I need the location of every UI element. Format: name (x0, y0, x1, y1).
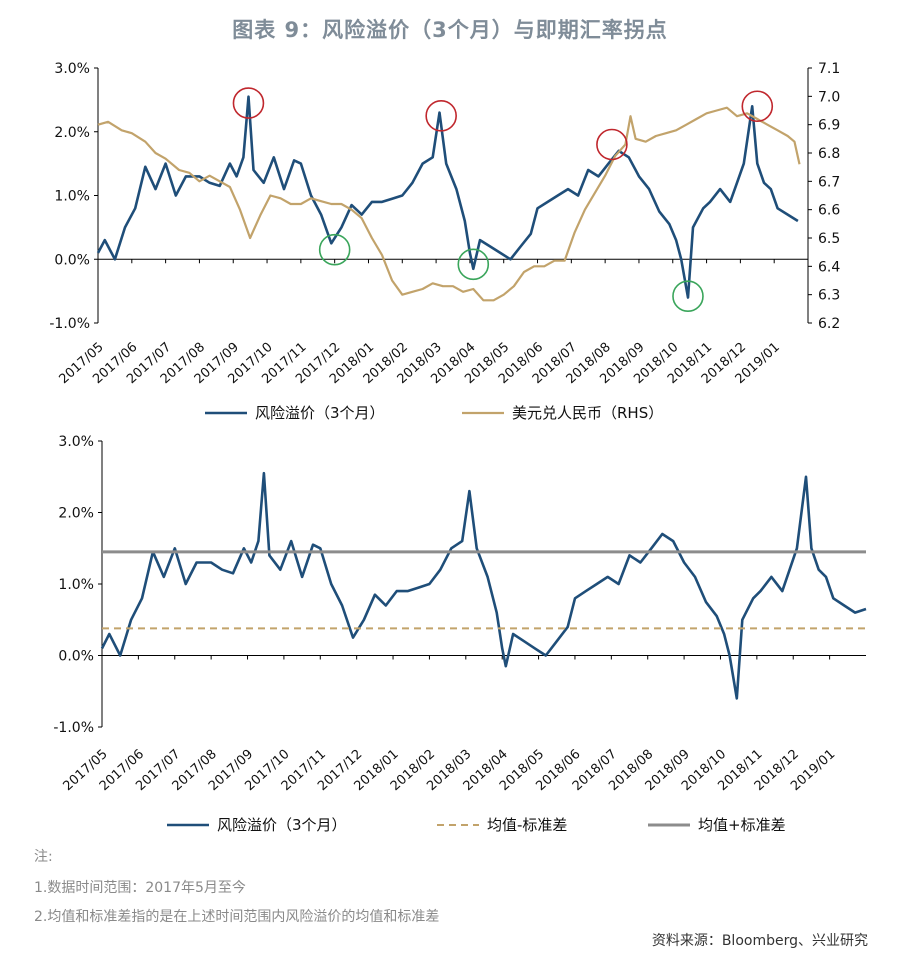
y-tick-label: -1.0% (49, 316, 90, 332)
y-right-tick-label: 6.7 (818, 174, 840, 190)
y-right-tick-label: 6.5 (818, 231, 840, 247)
notes-line-1: 1.数据时间范围：2017年5月至今 (34, 880, 246, 896)
trough-marker-circle (457, 248, 490, 281)
y-tick-label: 2.0% (54, 125, 90, 141)
y-tick-label: 3.0% (54, 61, 90, 77)
y-right-tick-label: 6.4 (818, 259, 840, 275)
y-tick-label: 1.0% (54, 189, 90, 205)
legend-label: 均值-标准差 (487, 816, 567, 834)
y-right-tick-label: 7.0 (818, 89, 840, 105)
peak-marker-circle (596, 128, 628, 161)
y-right-tick-label: 6.9 (818, 118, 840, 134)
y-tick-label: 2.0% (58, 506, 94, 522)
y-right-tick-label: 6.8 (818, 146, 840, 162)
peak-marker-circle (741, 90, 774, 123)
legend-label: 风险溢价（3个月） (217, 816, 347, 834)
y-tick-label: 0.0% (58, 649, 94, 665)
y-right-tick-label: 6.6 (818, 203, 840, 219)
legend-label: 美元兑人民币（RHS） (512, 404, 663, 422)
notes-label: 注: (34, 849, 53, 865)
source-text: 资料来源：Bloomberg、兴业研究 (651, 933, 868, 949)
risk-premium-series-line (96, 95, 799, 299)
chart-title: 图表 9：风险溢价（3个月）与即期汇率拐点 (232, 18, 668, 42)
peak-marker-circle (232, 87, 265, 119)
notes-line-2: 2.均值和标准差指的是在上述时间范围内风险溢价的均值和标准差 (34, 909, 440, 925)
y-tick-label: 1.0% (58, 577, 94, 593)
risk-premium-series-line (100, 471, 867, 700)
legend-label: 均值+标准差 (698, 816, 786, 834)
y-right-tick-label: 6.2 (818, 316, 840, 332)
legend-label: 风险溢价（3个月） (255, 404, 385, 422)
y-tick-label: -1.0% (53, 720, 94, 736)
y-right-tick-label: 7.1 (818, 61, 840, 77)
usdcny-series-line (97, 106, 801, 302)
trough-marker-circle (672, 280, 704, 313)
y-right-tick-label: 6.3 (818, 288, 840, 304)
trough-marker-circle (318, 233, 351, 266)
y-tick-label: 0.0% (54, 252, 90, 268)
y-tick-label: 3.0% (58, 434, 94, 450)
peak-marker-circle (425, 100, 457, 132)
